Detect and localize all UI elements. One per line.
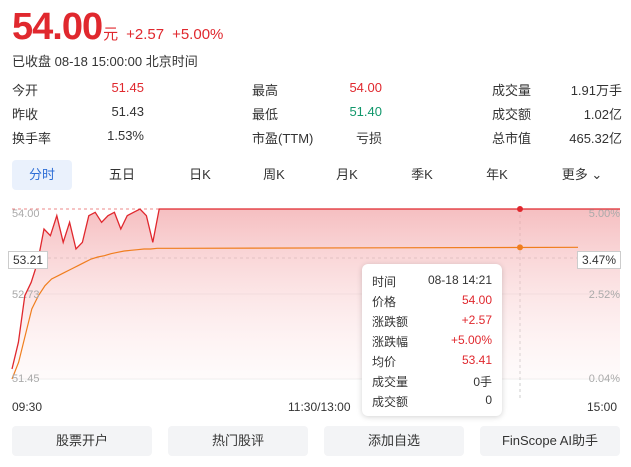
tab-6[interactable]: 年K — [486, 167, 508, 182]
tooltip-row: 均价 53.41 — [362, 350, 502, 370]
tooltip-row: 时间 08-18 14:21 — [362, 270, 502, 290]
tooltip-value: 53.41 — [461, 353, 492, 367]
tooltip-value: 0手 — [473, 375, 492, 389]
quote-header: 54.00元 +2.57 +5.00% — [12, 6, 223, 49]
tooltip-key: 涨跌额 — [372, 315, 409, 329]
market-status: 已收盘 08-18 15:00:00 北京时间 — [12, 54, 198, 69]
tooltip-value: 54.00 — [461, 293, 492, 307]
intraday-chart[interactable]: 54.00 52.73 51.45 5.00% 2.52% 0.04% — [0, 196, 631, 418]
tab-4[interactable]: 月K — [336, 167, 358, 182]
tab-7[interactable]: 更多 ⌄ — [561, 167, 603, 182]
stats-row: 换手率 1.53% 市盈(TTM) 亏损 总市值 465.32亿 — [12, 128, 622, 152]
stat-label: 昨收 — [12, 107, 39, 122]
crosshair-price-tag: 53.21 — [8, 251, 49, 269]
time-label-close: 15:00 — [587, 400, 618, 414]
price-unit: 元 — [103, 26, 119, 43]
stat-label: 最低 — [252, 107, 279, 122]
tooltip-value: +2.57 — [461, 313, 492, 327]
avg-line — [11, 246, 579, 380]
pct-axis-label: 0.04% — [589, 373, 620, 385]
y-axis-label: 54.00 — [12, 208, 40, 220]
tab-1[interactable]: 五日 — [108, 167, 135, 182]
stat-value: 51.45 — [111, 80, 144, 95]
stat-label: 成交量 — [492, 83, 532, 98]
avg-dot — [517, 244, 523, 251]
tooltip-row: 成交量 0手 — [362, 370, 502, 390]
stat-label: 最高 — [252, 83, 279, 98]
stat-label: 今开 — [12, 83, 39, 98]
tab-3[interactable]: 周K — [263, 167, 285, 182]
tooltip-key: 时间 — [372, 275, 397, 289]
stat-value: 465.32亿 — [569, 131, 622, 146]
tooltip-row: 成交额 0 — [362, 390, 502, 410]
price-area — [12, 209, 620, 379]
stat-value: 亏损 — [355, 131, 382, 146]
chart-tooltip: 时间 08-18 14:21 价格 54.00 涨跌额 +2.57 涨跌幅 +5.00% 均价 5… — [362, 264, 502, 416]
stat-value: 51.40 — [349, 104, 382, 119]
stats-grid: 今开 51.45 最高 54.00 成交量 1.91万手昨收 51.43 最低 51.40 成交额… — [12, 80, 622, 152]
stat-value: 1.91万手 — [570, 83, 622, 98]
stat-label: 成交额 — [492, 107, 532, 122]
pct-axis-label: 5.00% — [589, 208, 620, 220]
stat-value: 1.02亿 — [583, 107, 622, 122]
stat-label: 总市值 — [492, 131, 532, 146]
price-change-pct: +5.00% — [172, 26, 224, 43]
crosshair-pct-tag: 3.47% — [577, 251, 622, 269]
pct-axis-label: 2.52% — [589, 289, 620, 301]
tooltip-row: 涨跌幅 +5.00% — [362, 330, 502, 350]
stat-label: 市盈(TTM) — [252, 131, 314, 146]
action-button-3[interactable]: FinScope AI助手 — [480, 426, 620, 456]
stats-row: 昨收 51.43 最低 51.40 成交额 1.02亿 — [12, 104, 622, 128]
tooltip-row: 价格 54.00 — [362, 290, 502, 310]
time-label-open: 09:30 — [12, 400, 43, 414]
stat-value: 54.00 — [349, 80, 382, 95]
tooltip-key: 涨跌幅 — [372, 335, 409, 349]
stat-value: 51.43 — [111, 104, 144, 119]
chevron-down-icon: ⌄ — [587, 167, 603, 182]
stats-row: 今开 51.45 最高 54.00 成交量 1.91万手 — [12, 80, 622, 104]
current-price: 54.00 — [12, 6, 103, 48]
tab-5[interactable]: 季K — [411, 167, 433, 182]
tooltip-key: 均价 — [372, 355, 397, 369]
tooltip-key: 成交量 — [372, 375, 409, 389]
time-label-mid: 11:30/13:00 — [288, 400, 351, 414]
tooltip-value: 08-18 14:21 — [427, 273, 492, 287]
tab-2[interactable]: 日K — [189, 167, 211, 182]
stat-label: 换手率 — [12, 131, 52, 146]
stat-value: 1.53% — [107, 128, 144, 143]
tooltip-key: 成交额 — [372, 395, 409, 409]
tooltip-value: 0 — [485, 393, 492, 407]
tooltip-key: 价格 — [372, 295, 397, 309]
action-button-2[interactable]: 添加自选 — [324, 426, 464, 456]
tooltip-row: 涨跌额 +2.57 — [362, 310, 502, 330]
price-change: +2.57 — [126, 26, 165, 43]
tab-0[interactable]: 分时 — [12, 160, 72, 190]
action-button-0[interactable]: 股票开户 — [12, 426, 152, 456]
period-tabs: 分时 五日 日K 周K 月K 季K 年K 更多 ⌄ — [12, 160, 620, 190]
tooltip-value: +5.00% — [450, 333, 492, 347]
chart-svg: 54.00 52.73 51.45 5.00% 2.52% 0.04% — [11, 206, 620, 401]
price-dot — [517, 206, 523, 212]
y-axis-label: 51.45 — [12, 373, 40, 385]
action-button-1[interactable]: 热门股评 — [168, 426, 308, 456]
y-axis-label: 52.73 — [12, 289, 40, 301]
